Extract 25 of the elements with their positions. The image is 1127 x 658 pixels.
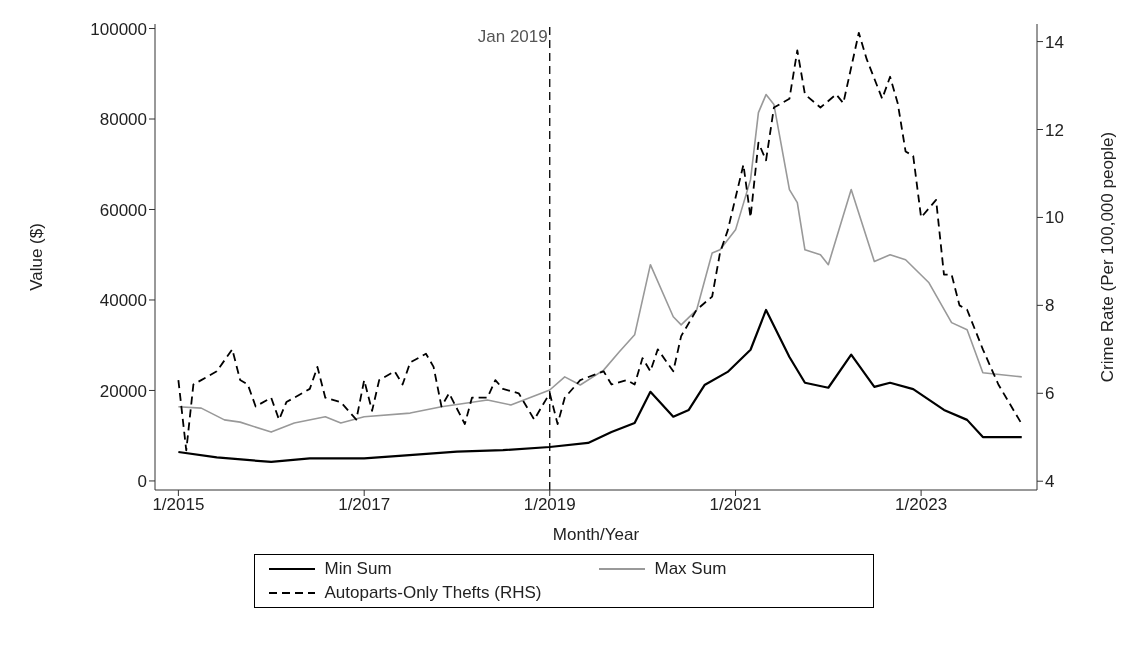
- ref-line-label: Jan 2019: [477, 27, 548, 47]
- legend-label: Max Sum: [654, 559, 727, 579]
- y2-tick-label: 6: [1045, 384, 1055, 404]
- x-tick-label: 1/2017: [338, 495, 391, 515]
- y-tick-label: 20000: [99, 381, 147, 401]
- y2-tick-label: 8: [1045, 296, 1055, 316]
- y-tick-label: 60000: [99, 200, 147, 220]
- y-tick-label: 0: [137, 471, 147, 491]
- line-series: [177, 93, 1023, 433]
- y-tick-label: 40000: [99, 291, 147, 311]
- y2-tick-label: 14: [1045, 32, 1064, 52]
- legend-label: Autoparts-Only Thefts (RHS): [324, 583, 542, 603]
- y-tick-label: 80000: [99, 110, 147, 130]
- y2-tick-label: 10: [1045, 208, 1064, 228]
- y-tick-label: 100000: [90, 19, 147, 39]
- x-tick-label: 1/2015: [152, 495, 205, 515]
- x-tick-label: 1/2021: [709, 495, 762, 515]
- y2-tick-label: 12: [1045, 120, 1064, 140]
- y-axis-title: Value ($): [27, 223, 47, 291]
- legend-label: Min Sum: [324, 559, 392, 579]
- y2-tick-label: 4: [1045, 472, 1055, 492]
- x-tick-label: 1/2019: [523, 495, 576, 515]
- x-tick-label: 1/2023: [895, 495, 948, 515]
- x-axis-title: Month/Year: [552, 525, 640, 544]
- y2-axis-title: Crime Rate (Per 100,000 people): [1098, 131, 1118, 383]
